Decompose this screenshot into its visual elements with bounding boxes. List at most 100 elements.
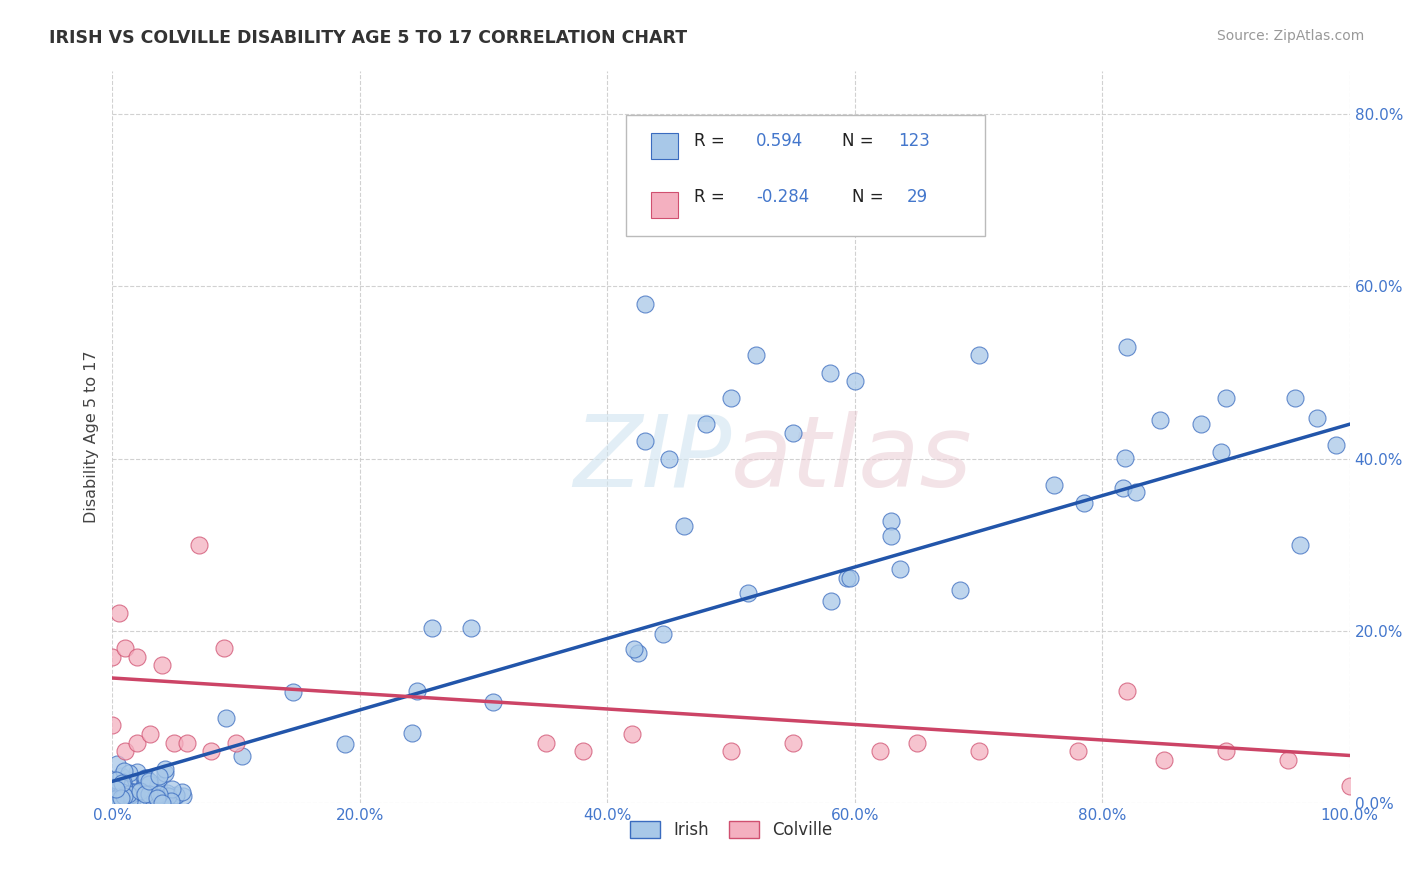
Point (720, 392, 742, 406)
Point (117, 773, 139, 788)
Point (1306, 411, 1329, 425)
Point (118, 795, 141, 809)
Point (146, 778, 169, 792)
Text: 123: 123 (898, 132, 929, 150)
Point (146, 780, 169, 795)
Point (658, 211, 681, 225)
Point (111, 785, 134, 799)
Point (111, 776, 134, 790)
Point (633, 296, 655, 310)
Point (156, 786, 179, 800)
Point (101, 784, 124, 798)
Point (160, 782, 183, 797)
Text: N =: N = (852, 188, 889, 206)
Point (146, 791, 169, 805)
Point (880, 514, 903, 528)
Point (623, 641, 645, 656)
Point (127, 792, 149, 806)
Text: -0.284: -0.284 (756, 188, 808, 206)
Text: R =: R = (695, 132, 730, 150)
Text: atlas: atlas (731, 410, 973, 508)
Point (422, 622, 444, 636)
Point (1073, 496, 1095, 510)
Point (839, 572, 862, 586)
Point (1339, 779, 1361, 793)
Point (114, 788, 136, 802)
Point (138, 777, 160, 791)
Point (138, 727, 160, 741)
Point (114, 792, 136, 806)
Point (1215, 392, 1237, 406)
Point (120, 792, 142, 806)
Point (695, 417, 717, 432)
Point (118, 766, 141, 780)
Point (782, 735, 804, 749)
Text: ZIP: ZIP (572, 410, 731, 508)
Point (1289, 538, 1312, 552)
Point (406, 684, 429, 698)
Point (782, 425, 804, 440)
Text: 29: 29 (907, 188, 928, 206)
Point (281, 685, 304, 699)
Point (157, 789, 180, 803)
Point (134, 771, 156, 785)
Point (967, 744, 990, 758)
Point (215, 711, 238, 725)
Point (1066, 744, 1088, 758)
Point (1324, 437, 1347, 451)
Point (150, 796, 173, 810)
Point (135, 771, 157, 785)
Point (1189, 417, 1212, 432)
Point (150, 658, 173, 673)
Point (170, 785, 193, 799)
Point (114, 744, 136, 758)
Point (720, 744, 742, 758)
Point (188, 538, 211, 552)
Point (153, 762, 176, 776)
Point (571, 744, 593, 758)
Point (103, 783, 125, 797)
Point (117, 787, 139, 801)
Point (1043, 478, 1066, 492)
Point (333, 737, 356, 751)
Point (1114, 451, 1136, 466)
FancyBboxPatch shape (626, 115, 984, 235)
Point (121, 786, 143, 800)
Text: 0.594: 0.594 (756, 132, 803, 150)
Point (101, 780, 124, 795)
Point (124, 786, 146, 800)
Point (949, 583, 972, 598)
Point (148, 787, 170, 801)
Point (401, 726, 423, 740)
Point (156, 789, 179, 803)
Point (745, 348, 768, 362)
Point (627, 646, 650, 660)
Point (820, 593, 842, 607)
Point (111, 774, 134, 789)
Point (110, 793, 132, 807)
Point (104, 781, 127, 796)
Text: Source: ZipAtlas.com: Source: ZipAtlas.com (1216, 29, 1364, 43)
Point (737, 586, 759, 600)
Point (129, 783, 152, 797)
Point (112, 789, 135, 804)
Point (107, 790, 129, 805)
Point (110, 779, 132, 793)
Point (112, 781, 135, 796)
Point (869, 194, 891, 208)
Point (1209, 445, 1232, 459)
Point (105, 791, 128, 805)
Point (104, 789, 127, 804)
Point (621, 727, 644, 741)
Point (1116, 684, 1139, 698)
Point (482, 695, 505, 709)
Point (104, 772, 127, 787)
Point (107, 796, 129, 810)
Point (134, 787, 156, 801)
Point (138, 774, 160, 789)
Point (176, 735, 198, 749)
Point (1277, 753, 1299, 767)
Point (1215, 744, 1237, 758)
Y-axis label: Disability Age 5 to 17: Disability Age 5 to 17 (83, 351, 98, 524)
Point (138, 790, 160, 805)
